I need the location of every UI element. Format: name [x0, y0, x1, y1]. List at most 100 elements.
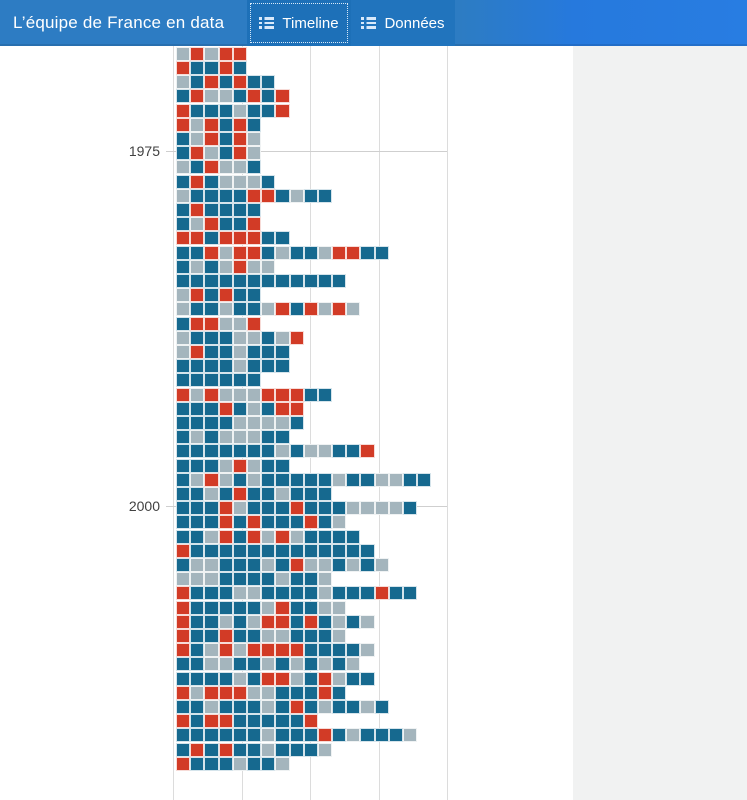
match-cell[interactable] [176, 657, 191, 672]
match-cell[interactable] [176, 89, 191, 104]
match-cell[interactable] [275, 600, 290, 615]
match-cell[interactable] [190, 103, 205, 118]
match-cell[interactable] [204, 330, 219, 345]
match-cell[interactable] [275, 415, 290, 431]
match-cell[interactable] [218, 202, 233, 218]
match-cell[interactable] [190, 401, 205, 416]
match-cell[interactable] [232, 501, 247, 516]
match-cell[interactable] [176, 543, 191, 558]
match-cell[interactable] [176, 714, 191, 729]
match-cell[interactable] [332, 699, 347, 715]
match-cell[interactable] [261, 657, 276, 672]
match-cell[interactable] [388, 728, 403, 743]
match-cell[interactable] [332, 529, 347, 544]
match-cell[interactable] [190, 515, 205, 530]
match-cell[interactable] [360, 671, 375, 686]
match-cell[interactable] [275, 231, 290, 246]
match-cell[interactable] [232, 273, 247, 289]
match-cell[interactable] [176, 614, 191, 629]
match-cell[interactable] [246, 572, 262, 587]
match-cell[interactable] [218, 46, 233, 61]
match-cell[interactable] [190, 46, 205, 61]
match-cell[interactable] [218, 188, 233, 203]
match-cell[interactable] [176, 458, 191, 473]
match-cell[interactable] [232, 685, 247, 700]
match-cell[interactable] [261, 728, 276, 743]
match-cell[interactable] [246, 174, 262, 189]
match-cell[interactable] [289, 586, 304, 601]
match-cell[interactable] [218, 259, 233, 274]
match-cell[interactable] [190, 671, 205, 686]
match-cell[interactable] [246, 273, 262, 289]
match-cell[interactable] [218, 146, 233, 161]
match-cell[interactable] [232, 117, 247, 132]
match-cell[interactable] [261, 557, 276, 573]
match-cell[interactable] [218, 387, 233, 402]
match-cell[interactable] [246, 586, 262, 601]
match-cell[interactable] [204, 387, 219, 402]
match-cell[interactable] [204, 415, 219, 431]
match-cell[interactable] [176, 572, 191, 587]
match-cell[interactable] [275, 472, 290, 487]
match-cell[interactable] [246, 75, 262, 90]
match-cell[interactable] [218, 572, 233, 587]
match-cell[interactable] [261, 259, 276, 274]
match-cell[interactable] [176, 146, 191, 161]
match-cell[interactable] [190, 501, 205, 516]
match-cell[interactable] [246, 628, 262, 644]
match-cell[interactable] [218, 288, 233, 303]
match-cell[interactable] [204, 643, 219, 658]
match-cell[interactable] [317, 586, 333, 601]
match-cell[interactable] [246, 728, 262, 743]
match-cell[interactable] [289, 529, 304, 544]
match-cell[interactable] [275, 89, 290, 104]
match-cell[interactable] [232, 600, 247, 615]
match-cell[interactable] [176, 359, 191, 374]
match-cell[interactable] [289, 245, 304, 260]
match-cell[interactable] [289, 572, 304, 587]
match-cell[interactable] [261, 515, 276, 530]
match-cell[interactable] [332, 515, 347, 530]
match-cell[interactable] [190, 714, 205, 729]
match-cell[interactable] [190, 756, 205, 771]
match-cell[interactable] [204, 586, 219, 601]
match-cell[interactable] [218, 728, 233, 743]
match-cell[interactable] [176, 444, 191, 459]
match-cell[interactable] [246, 543, 262, 558]
match-cell[interactable] [275, 671, 290, 686]
match-cell[interactable] [218, 529, 233, 544]
match-cell[interactable] [176, 501, 191, 516]
match-cell[interactable] [218, 330, 233, 345]
match-cell[interactable] [346, 643, 361, 658]
match-cell[interactable] [190, 728, 205, 743]
match-cell[interactable] [190, 202, 205, 218]
match-cell[interactable] [246, 259, 262, 274]
match-cell[interactable] [204, 316, 219, 331]
match-cell[interactable] [218, 89, 233, 104]
match-cell[interactable] [332, 472, 347, 487]
match-cell[interactable] [289, 486, 304, 502]
match-cell[interactable] [190, 430, 205, 445]
match-cell[interactable] [289, 657, 304, 672]
match-cell[interactable] [261, 586, 276, 601]
match-cell[interactable] [317, 529, 333, 544]
match-cell[interactable] [204, 202, 219, 218]
match-cell[interactable] [190, 117, 205, 132]
match-cell[interactable] [232, 728, 247, 743]
match-cell[interactable] [261, 714, 276, 729]
match-cell[interactable] [332, 302, 347, 317]
match-cell[interactable] [275, 245, 290, 260]
match-cell[interactable] [317, 600, 333, 615]
match-cell[interactable] [303, 572, 318, 587]
match-cell[interactable] [261, 671, 276, 686]
match-cell[interactable] [190, 188, 205, 203]
match-cell[interactable] [374, 586, 389, 601]
match-cell[interactable] [303, 628, 318, 644]
match-cell[interactable] [261, 359, 276, 374]
match-cell[interactable] [218, 756, 233, 771]
match-cell[interactable] [218, 359, 233, 374]
match-cell[interactable] [204, 288, 219, 303]
match-cell[interactable] [204, 430, 219, 445]
match-cell[interactable] [218, 103, 233, 118]
match-cell[interactable] [232, 359, 247, 374]
